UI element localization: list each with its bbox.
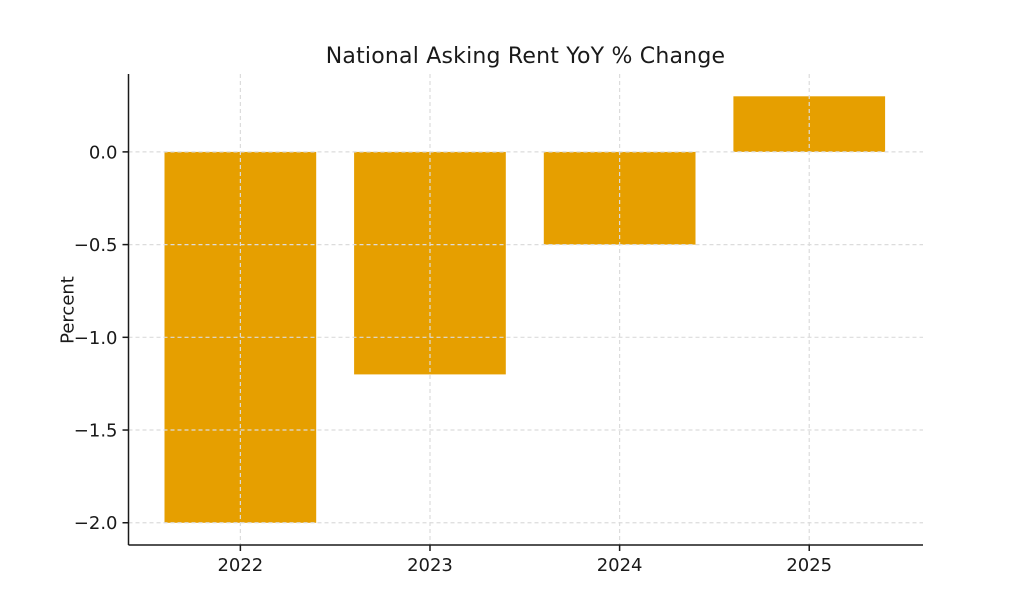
- x-tick-label-2025: 2025: [786, 555, 832, 576]
- x-tick-label-2022: 2022: [217, 555, 263, 576]
- x-tick-label-2024: 2024: [597, 555, 643, 576]
- y-tick-label-−1.0: −1.0: [74, 328, 118, 349]
- y-tick-label-−1.5: −1.5: [74, 421, 118, 442]
- y-tick-label-−0.5: −0.5: [74, 235, 118, 256]
- x-tick-label-2023: 2023: [407, 555, 453, 576]
- chart-title: National Asking Rent YoY % Change: [325, 44, 726, 69]
- y-tick-label-0.0: 0.0: [89, 142, 118, 163]
- y-tick-label-−2.0: −2.0: [74, 513, 118, 534]
